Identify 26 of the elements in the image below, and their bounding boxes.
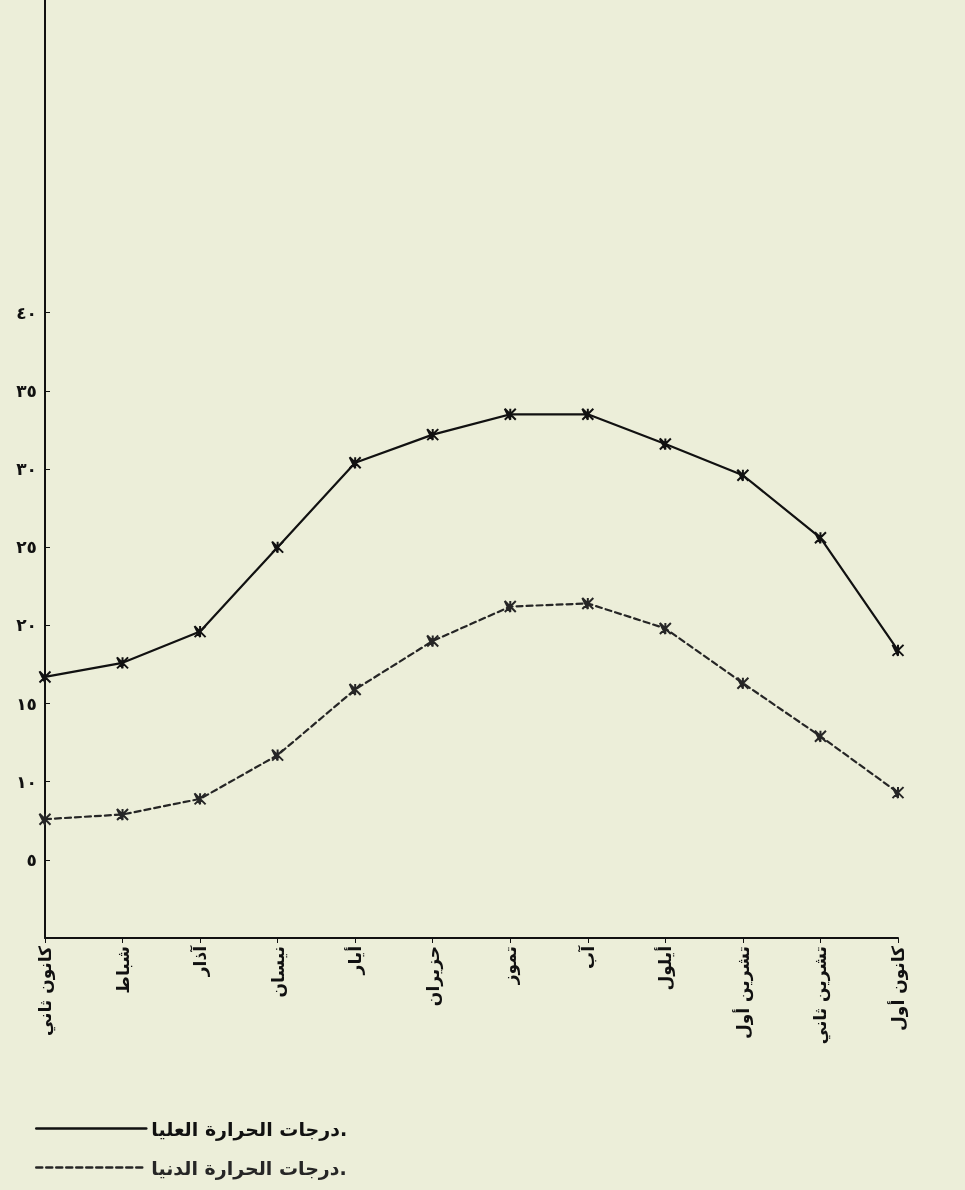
x-tick-label: تشرين ثاني [810,946,832,1045]
y-tick-label: ٢٥ [16,537,37,558]
y-tick-label: ٢٠ [16,615,37,636]
y-tick-label: ٣٥ [16,380,37,401]
point [116,656,130,670]
x-tick-label: تشرين أول [731,946,754,1040]
x-tick-label: كانون أول [887,945,909,1031]
point [38,670,52,684]
x-tick-label: كانون ثاني [35,945,56,1037]
x-tick-label: أيلول [654,946,677,991]
y-tick-label: ١٠ [16,771,37,792]
text: درجات الحرارة الدنيا. [151,1156,347,1180]
x-tick-label: حزيران [422,946,444,1007]
y-tick-label: ٤٠ [16,302,37,323]
y-tick-label: ٥ [26,849,37,870]
point [813,531,827,545]
x-tick-label: تموز [500,946,522,986]
x-tick-label: شباط [112,946,133,994]
text: درجات الحرارة العليا. [151,1117,348,1141]
y-tick-label: ٣٠ [16,459,37,479]
x-tick-label: آب [576,944,598,969]
x-tick-label: أيار [344,946,366,976]
x-tick-label: آذار [189,944,211,978]
x-tick-label: نيسان [267,946,288,998]
point [426,634,440,648]
y-tick-label: ١٥ [16,693,37,714]
